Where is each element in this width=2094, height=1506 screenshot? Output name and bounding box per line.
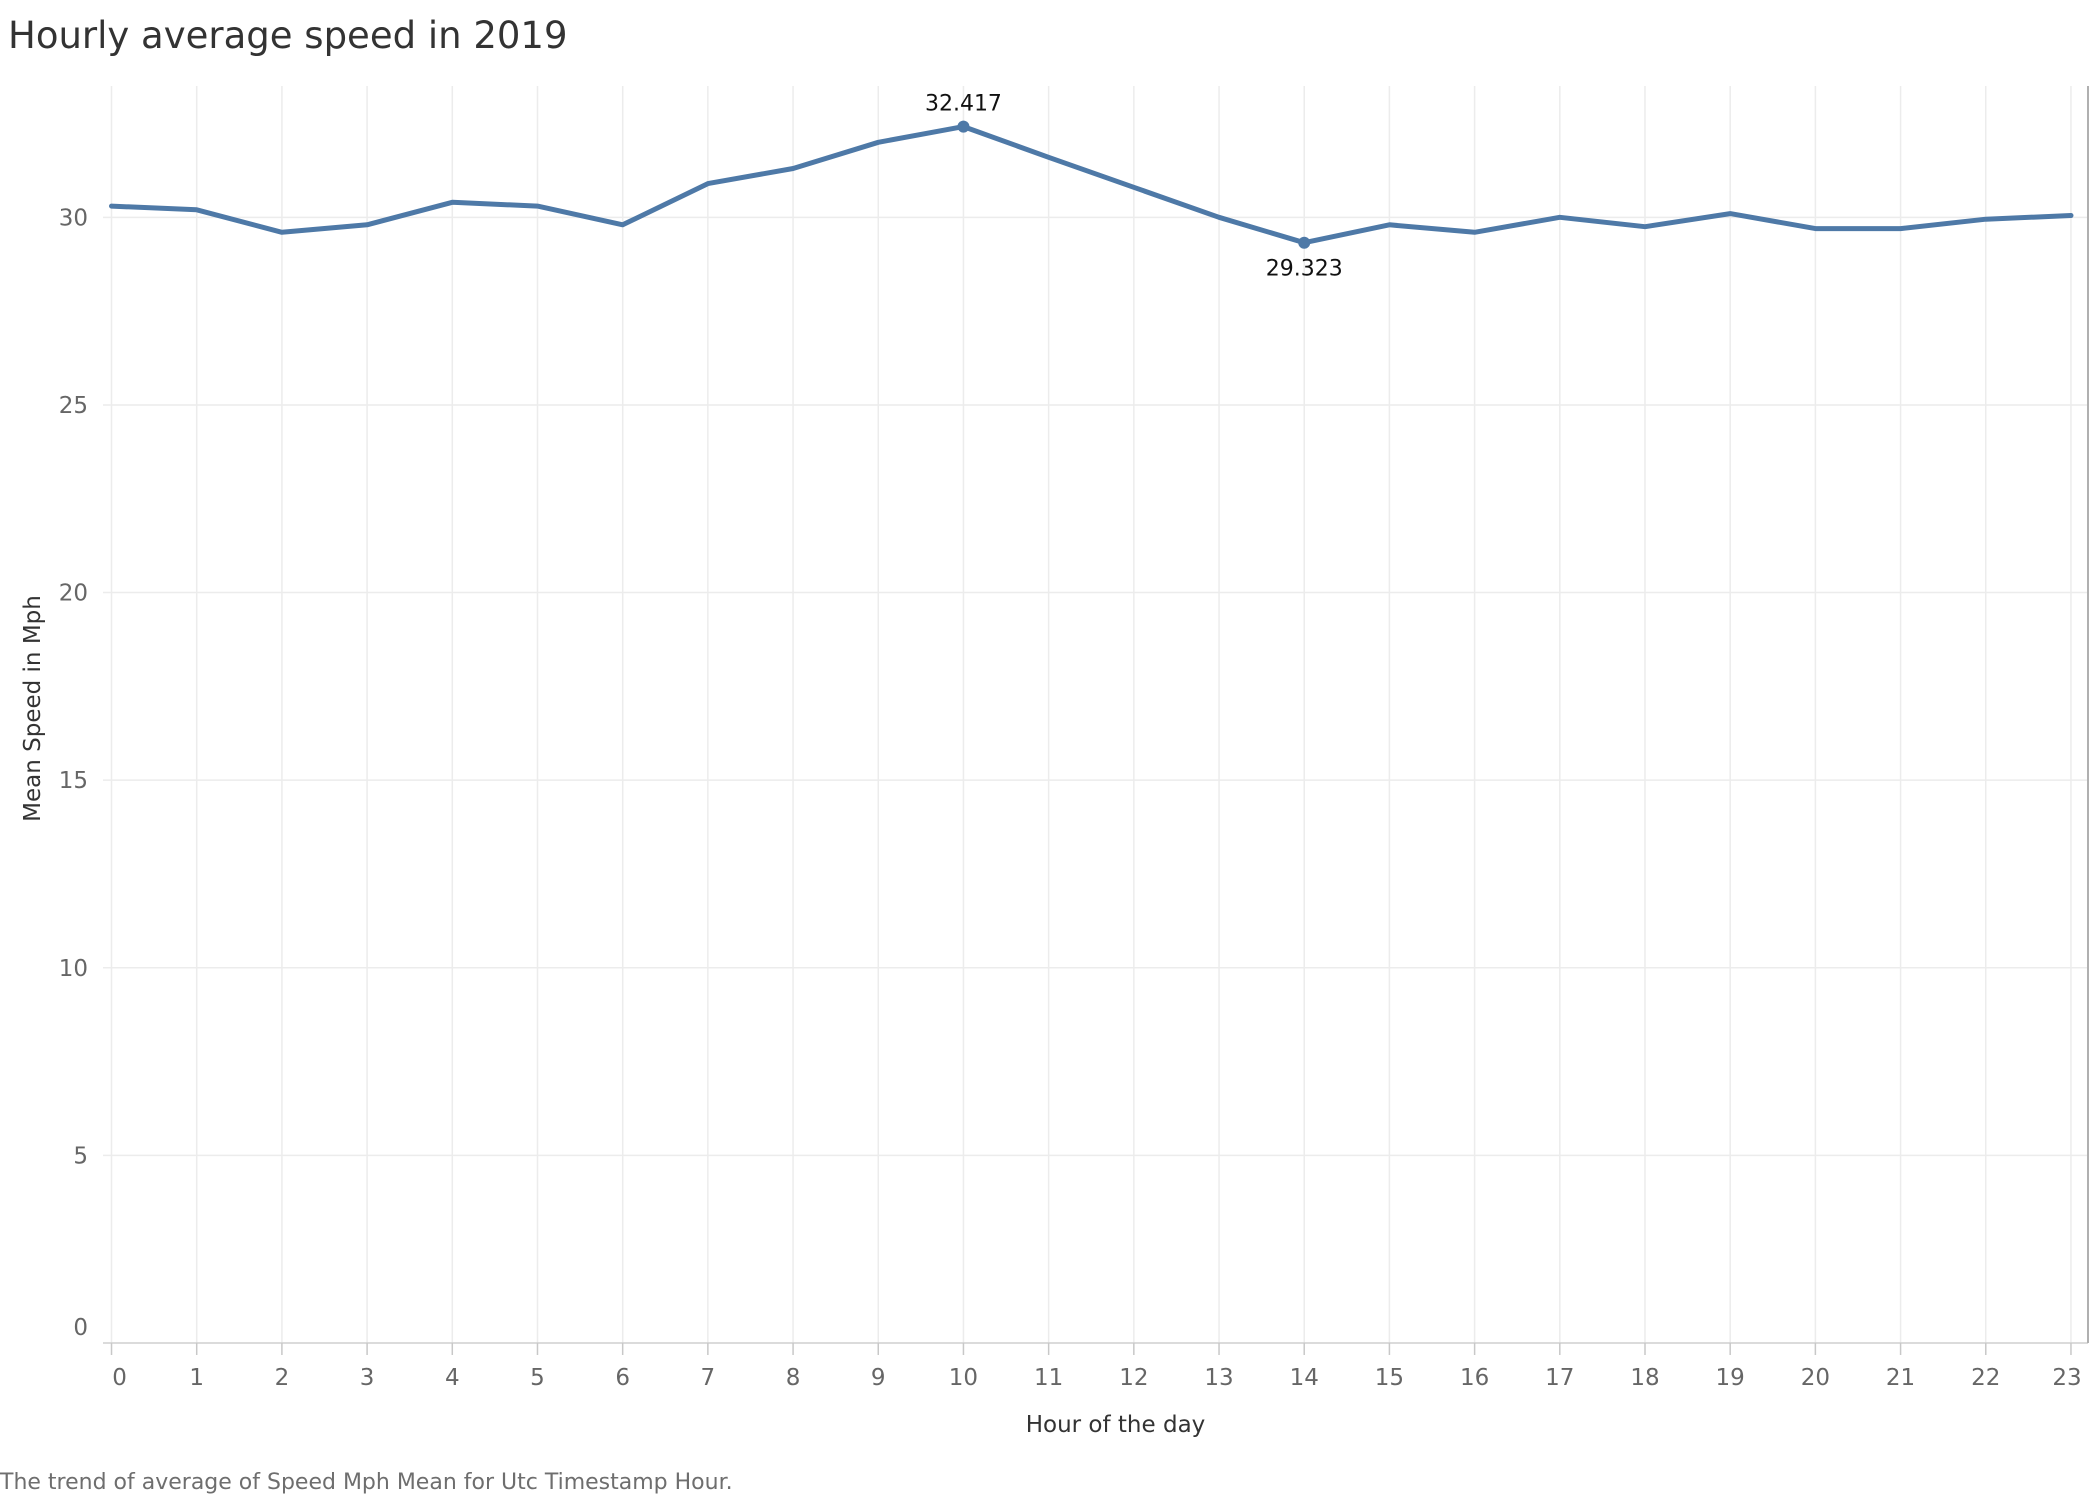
- x-tick-label: 8: [786, 1365, 801, 1391]
- x-tick-label: 18: [1630, 1365, 1659, 1391]
- y-tick-label: 5: [73, 1143, 88, 1169]
- x-tick-label: 15: [1375, 1365, 1404, 1391]
- y-tick-label: 20: [59, 581, 88, 607]
- y-tick-label: 15: [59, 768, 88, 794]
- chart-caption: The trend of average of Speed Mph Mean f…: [0, 1470, 733, 1495]
- x-tick-label: 13: [1204, 1365, 1233, 1391]
- x-tick-label: 19: [1716, 1365, 1745, 1391]
- y-axis-title: Mean Speed in Mph: [20, 595, 46, 822]
- y-tick-label: 30: [59, 205, 88, 231]
- x-tick-label: 21: [1886, 1365, 1915, 1391]
- x-tick-label: 17: [1545, 1365, 1574, 1391]
- x-tick-label: 4: [445, 1365, 460, 1391]
- x-tick-label: 3: [360, 1365, 375, 1391]
- gridlines: [103, 86, 2088, 1343]
- x-tick-label: 7: [701, 1365, 716, 1391]
- x-tick-label: 20: [1801, 1365, 1830, 1391]
- x-tick-label: 16: [1460, 1365, 1489, 1391]
- x-tick-label: 2: [275, 1365, 290, 1391]
- axes: [103, 86, 2089, 1344]
- x-tick-label: 23: [2052, 1365, 2081, 1391]
- x-tick-label: 6: [615, 1365, 630, 1391]
- x-tick-label: 1: [189, 1365, 204, 1391]
- data-point-marker: [957, 120, 970, 133]
- x-tick-label: 12: [1119, 1365, 1148, 1391]
- x-tick-label: 14: [1290, 1365, 1319, 1391]
- x-tick-label: 10: [949, 1365, 978, 1391]
- y-tick-label: 25: [59, 393, 88, 419]
- series-layer: [109, 124, 2074, 246]
- y-tick-label: 0: [73, 1315, 88, 1341]
- series-line: [109, 124, 2074, 246]
- chart-title: Hourly average speed in 2019: [8, 14, 568, 57]
- data-label: 32.417: [925, 92, 1002, 117]
- data-label: 29.323: [1266, 257, 1343, 282]
- x-tick-label: 11: [1034, 1365, 1063, 1391]
- data-labels: 32.417 29.323: [925, 92, 1343, 282]
- x-tick-label: 22: [1971, 1365, 2000, 1391]
- x-axis-ticks: 0 1 2 3 4 5 6 7 8 9 10 11 12 13 14 15 16 17 18 19 20 21 22 23: [110, 1343, 2082, 1391]
- data-point-marker: [1298, 236, 1311, 249]
- y-tick-label: 10: [59, 956, 88, 982]
- x-tick-label: 9: [871, 1365, 886, 1391]
- x-axis-title: Hour of the day: [1026, 1412, 1206, 1438]
- x-tick-label: 5: [530, 1365, 545, 1391]
- y-axis-ticks: 0 5 10 15 20 25 30: [59, 205, 88, 1341]
- x-tick-label: 0: [112, 1365, 127, 1391]
